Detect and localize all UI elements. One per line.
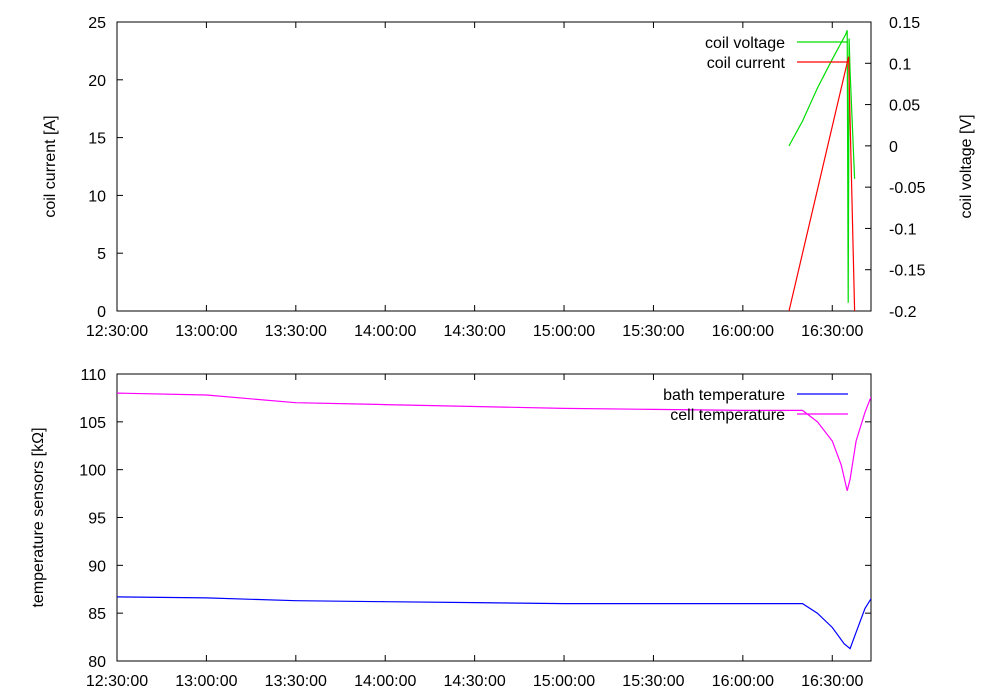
y2-tick-label: 0	[889, 139, 898, 156]
x-tick-label: 14:00:00	[354, 673, 416, 690]
y2-tick-label: -0.05	[889, 180, 926, 197]
y-axis-label: coil current [A]	[42, 115, 59, 217]
x-tick-label: 15:00:00	[533, 673, 595, 690]
y-tick-label: 0	[97, 304, 106, 321]
y-tick-label: 80	[88, 654, 106, 671]
x-tick-label: 15:30:00	[622, 673, 684, 690]
y2-tick-label: -0.2	[889, 304, 917, 321]
x-tick-label: 12:30:00	[86, 323, 148, 340]
y-tick-label: 20	[88, 73, 106, 90]
y-tick-label: 85	[88, 606, 106, 623]
chart-panel-2: 12:30:00 13:00:00 13:30:00 14:00:00 14:30:00…	[30, 367, 872, 690]
chart-panel-1: 12:30:00 13:00:00 13:30:00 14:00:00 14:30:00…	[42, 15, 975, 340]
legend-label-cell-temperature: cell temperature	[670, 407, 785, 424]
y-tick-label: 5	[97, 246, 106, 263]
x-tick-label: 13:30:00	[265, 323, 327, 340]
x-tick-label: 16:00:00	[712, 673, 774, 690]
y2-tick-label: -0.15	[889, 263, 926, 280]
y-tick-label: 95	[88, 511, 106, 528]
y-tick-label: 105	[79, 415, 106, 432]
y2-tick-label: 0.1	[889, 56, 911, 73]
x-tick-label: 13:00:00	[175, 323, 237, 340]
y-tick-label: 25	[88, 15, 106, 32]
x-tick-label: 15:00:00	[533, 323, 595, 340]
y-tick-label: 10	[88, 188, 106, 205]
x-tick-label: 16:00:00	[712, 323, 774, 340]
y-tick-label: 110	[80, 367, 106, 384]
y-tick-label: 90	[88, 558, 106, 575]
legend-label-bath-temperature: bath temperature	[663, 387, 785, 404]
y2-tick-label: 0.05	[889, 98, 920, 115]
legend-label-coil-voltage: coil voltage	[705, 35, 785, 52]
y2-tick-label: 0.15	[889, 15, 920, 32]
bath-temperature-line	[117, 596, 871, 650]
x-tick-label: 13:30:00	[265, 673, 327, 690]
x-tick-label: 13:00:00	[175, 673, 237, 690]
coil-current-line	[788, 56, 856, 311]
legend-label-coil-current: coil current	[707, 55, 786, 72]
x-tick-label: 12:30:00	[86, 673, 148, 690]
y-tick-label: 100	[79, 463, 106, 480]
y2-axis-label: coil voltage [V]	[958, 114, 975, 218]
cell-temperature-line	[117, 392, 871, 491]
coil-voltage-line	[788, 30, 856, 303]
x-tick-label: 14:30:00	[443, 673, 505, 690]
x-tick-label: 16:30:00	[801, 323, 863, 340]
x-tick-label: 14:30:00	[443, 323, 505, 340]
y-axis-label: temperature sensors [kΩ]	[30, 427, 47, 607]
plot-frame	[116, 21, 872, 312]
y2-tick-label: -0.1	[889, 221, 917, 238]
x-tick-label: 14:00:00	[354, 323, 416, 340]
x-tick-label: 16:30:00	[801, 673, 863, 690]
y-tick-label: 15	[88, 131, 106, 148]
x-tick-label: 15:30:00	[622, 323, 684, 340]
